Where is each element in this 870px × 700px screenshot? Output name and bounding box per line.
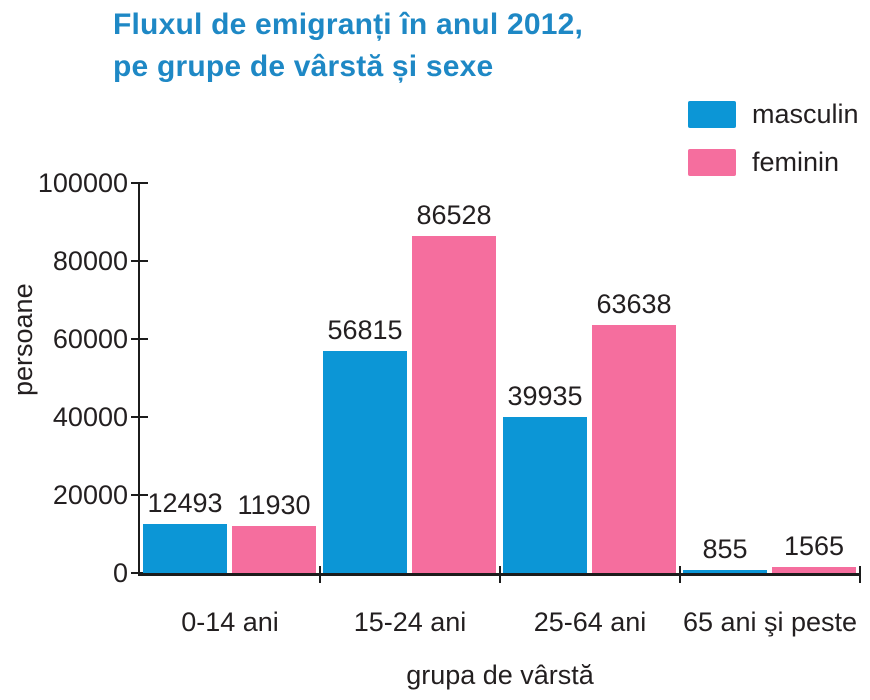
- y-tick-label: 100000: [37, 168, 128, 198]
- bar-masculin: [683, 569, 767, 573]
- x-axis-tick: [498, 566, 502, 583]
- chart-title-line2: pe grupe de vârstă și sexe: [113, 50, 494, 83]
- legend-swatch-feminin: [688, 148, 736, 176]
- legend-label-feminin: feminin: [752, 146, 840, 177]
- x-category-label: 65 ani şi peste: [682, 607, 858, 637]
- y-tick-label: 40000: [52, 402, 128, 432]
- chart-title-line1: Fluxul de emigranți în anul 2012,: [113, 8, 584, 41]
- bar-value-label: 39935: [507, 381, 583, 412]
- x-axis-tick: [858, 566, 862, 583]
- y-tick-label: 20000: [52, 480, 128, 510]
- y-tick-label: 0: [112, 558, 128, 588]
- bar-value-label: 11930: [237, 490, 311, 521]
- x-axis-title: grupa de vârstă: [406, 660, 594, 690]
- x-category-label: 0-14 ani: [181, 607, 279, 637]
- y-axis-tick: [131, 571, 148, 575]
- bar-masculin: [503, 417, 587, 573]
- x-axis-tick: [678, 566, 682, 583]
- y-axis-tick: [131, 259, 148, 263]
- y-axis-tick: [131, 337, 148, 341]
- x-axis-tick: [318, 566, 322, 583]
- y-axis-line: [137, 183, 140, 576]
- legend-item-masculin: masculin: [688, 99, 859, 129]
- bar-value-label: 63638: [596, 288, 672, 319]
- bar-masculin: [143, 524, 227, 573]
- y-tick-label: 80000: [52, 246, 128, 276]
- x-category-label: 15-24 ani: [353, 607, 467, 637]
- bar-feminin: [592, 324, 676, 573]
- bar-feminin: [772, 566, 856, 573]
- bar-value-label: 86528: [416, 199, 492, 230]
- y-axis-tick: [131, 493, 148, 497]
- legend: masculin feminin: [688, 99, 859, 195]
- x-category-label: 25-64 ani: [533, 607, 647, 637]
- bar-value-label: 855: [702, 533, 748, 564]
- legend-swatch-masculin: [688, 100, 736, 128]
- bar-feminin: [232, 526, 316, 573]
- bar-masculin: [323, 351, 407, 573]
- bar-value-label: 1565: [783, 530, 845, 561]
- bar-value-label: 12493: [147, 488, 223, 519]
- bar-feminin: [412, 235, 496, 573]
- chart-title: Fluxul de emigranți în anul 2012, pe gru…: [113, 4, 583, 88]
- y-axis-tick: [131, 415, 148, 419]
- bar-value-label: 56815: [327, 315, 403, 346]
- y-axis-tick: [131, 181, 148, 185]
- y-tick-label: 60000: [52, 324, 128, 354]
- legend-item-feminin: feminin: [688, 147, 859, 177]
- legend-label-masculin: masculin: [752, 98, 859, 129]
